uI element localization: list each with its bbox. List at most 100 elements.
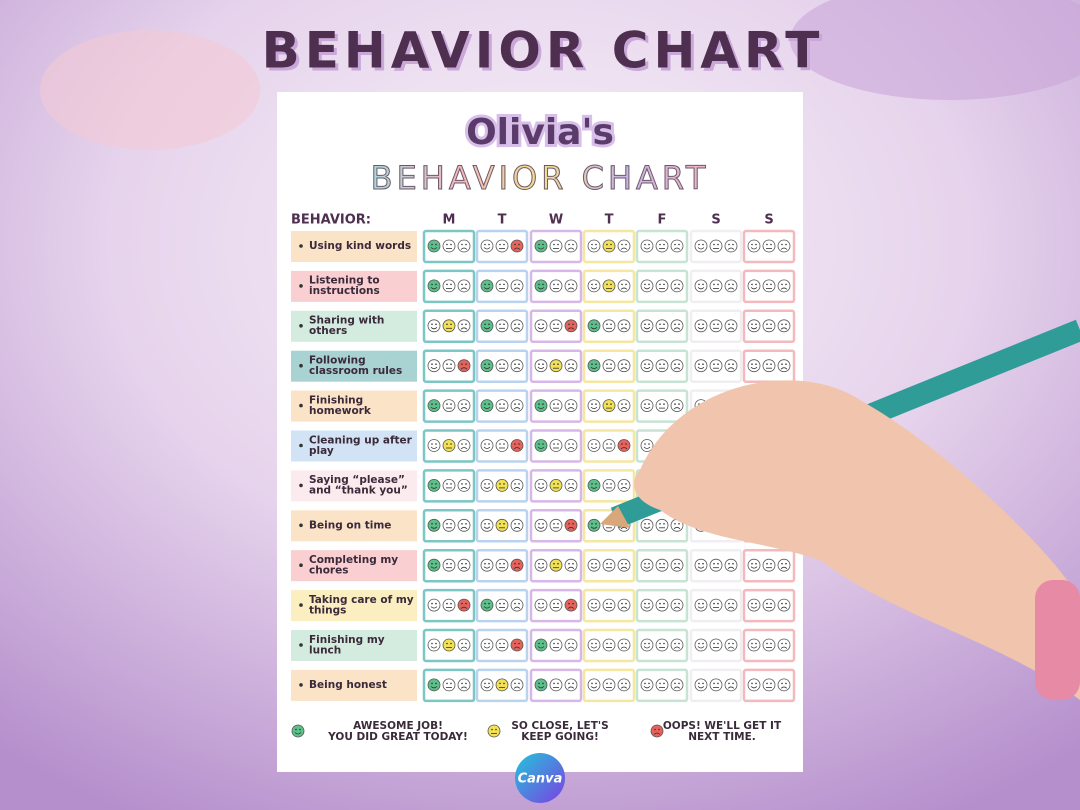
canva-text: Canva [518, 772, 563, 787]
eye [446, 363, 448, 366]
mouth [567, 287, 575, 290]
eye [538, 363, 540, 366]
eye [461, 483, 463, 485]
face [510, 239, 524, 253]
eye [591, 323, 593, 326]
eye [557, 243, 559, 246]
eye [732, 642, 734, 645]
eye [538, 523, 540, 525]
eye [766, 243, 768, 246]
eye [785, 682, 787, 685]
eye [621, 243, 623, 246]
eye [728, 682, 730, 685]
eye [542, 363, 544, 366]
face [549, 678, 563, 692]
face [587, 399, 601, 413]
mouth [727, 646, 735, 649]
mouth [430, 686, 438, 689]
behavior-text: play [309, 445, 334, 457]
face [640, 638, 654, 652]
eye [678, 363, 680, 366]
eye [713, 602, 715, 605]
eye [648, 682, 650, 685]
eye [751, 323, 753, 326]
eye [610, 283, 612, 286]
eye [648, 642, 650, 645]
face [640, 239, 654, 253]
face [510, 319, 524, 333]
mouth [750, 366, 758, 370]
eye [514, 323, 516, 326]
mouth [697, 366, 705, 370]
eye [606, 602, 608, 605]
face [457, 478, 471, 492]
face [602, 399, 616, 413]
face [427, 319, 441, 333]
eye [557, 523, 559, 525]
mouth [643, 366, 651, 370]
eye [659, 602, 661, 605]
eye [595, 602, 597, 605]
eye [659, 523, 661, 525]
face [587, 478, 601, 492]
eye [770, 682, 772, 685]
mouth [483, 247, 491, 250]
eye [755, 642, 757, 645]
eye [659, 403, 661, 405]
eye [542, 283, 544, 286]
eye [678, 283, 680, 286]
eye [446, 243, 448, 246]
eye [488, 283, 490, 286]
eye [595, 443, 597, 445]
eye [610, 642, 612, 645]
eye [591, 363, 593, 366]
mouth [483, 526, 491, 529]
eye [610, 682, 612, 685]
eye [488, 443, 490, 445]
behavior-box [291, 510, 417, 542]
eye [435, 363, 437, 366]
eye [514, 682, 516, 685]
mouth [567, 447, 575, 450]
eye [659, 283, 661, 286]
day-header: S [764, 213, 773, 228]
face [617, 478, 631, 492]
eye [770, 243, 772, 246]
face [495, 558, 509, 572]
face [762, 558, 776, 572]
face [602, 478, 616, 492]
sheet-subtitle: BEHAVIOR CHART [371, 159, 710, 197]
eye [553, 682, 555, 685]
mouth [620, 447, 628, 450]
eye [785, 642, 787, 645]
face [510, 359, 524, 373]
eye [465, 523, 467, 525]
face [617, 638, 631, 652]
eye [431, 283, 433, 286]
eye [717, 283, 719, 286]
eye [503, 443, 505, 445]
face [670, 279, 684, 293]
face [777, 558, 791, 572]
face [724, 319, 738, 333]
mouth [537, 646, 545, 649]
face [534, 279, 548, 293]
eye [446, 602, 448, 605]
eye [557, 443, 559, 445]
eye [678, 682, 680, 685]
face [709, 558, 723, 572]
mouth [483, 606, 491, 609]
eye [557, 363, 559, 366]
eye [431, 443, 433, 445]
face [724, 359, 738, 373]
face [510, 478, 524, 492]
eye [435, 523, 437, 525]
eye [595, 363, 597, 366]
behavior-text: classroom rules [309, 365, 402, 377]
eye [450, 602, 452, 605]
eye [663, 602, 665, 605]
eye [568, 602, 570, 605]
behavior-text: Being honest [309, 679, 387, 691]
face [549, 319, 563, 333]
